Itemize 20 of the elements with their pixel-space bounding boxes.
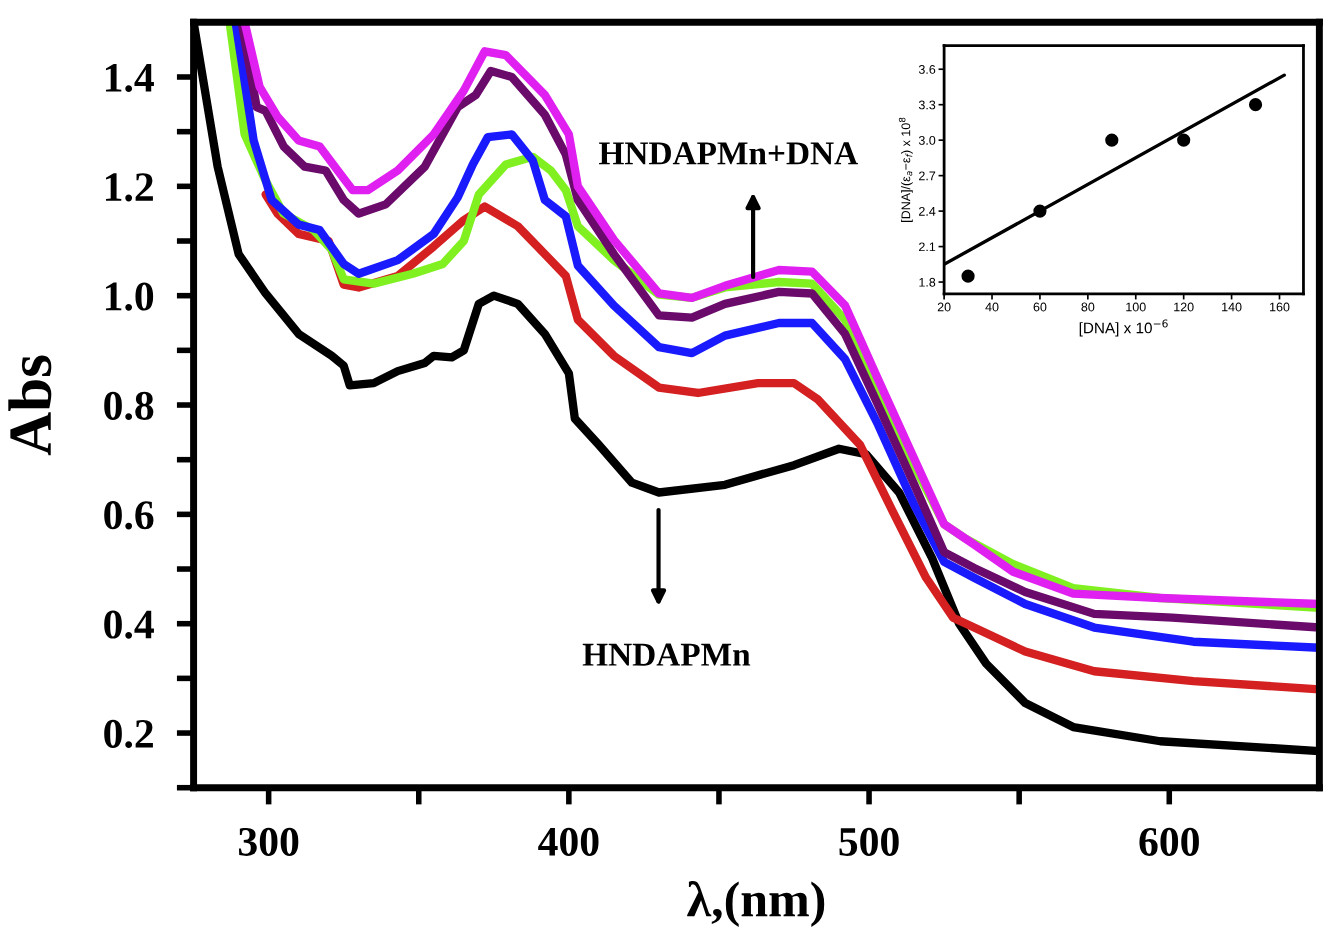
x-tick-label: 400: [538, 827, 599, 856]
y-axis-title: Abs: [8, 355, 52, 456]
y-tick-label: 0.8: [104, 391, 154, 421]
point: [1033, 204, 1047, 218]
y-tick-label: 1.2: [105, 173, 153, 202]
annotation: HNDAPMn: [582, 643, 751, 666]
x-tick-label: 300: [238, 827, 299, 856]
y-tick-label: 0.6: [104, 501, 154, 530]
y-tick-label: 0.2: [104, 719, 153, 749]
point: [1177, 133, 1191, 147]
y-tick-label: 0.4: [104, 610, 154, 639]
y-tick-label: 1.4: [105, 63, 154, 93]
x-axis-title: λ,(nm): [687, 881, 825, 927]
x-tick-label: 600: [1139, 827, 1199, 856]
point: [1105, 133, 1119, 147]
point: [961, 269, 975, 283]
annotation: HNDAPMn+DNA: [599, 142, 858, 165]
point: [1248, 98, 1263, 112]
x-tick-label: 500: [839, 827, 899, 856]
y-tick-label: 1.0: [105, 282, 154, 311]
